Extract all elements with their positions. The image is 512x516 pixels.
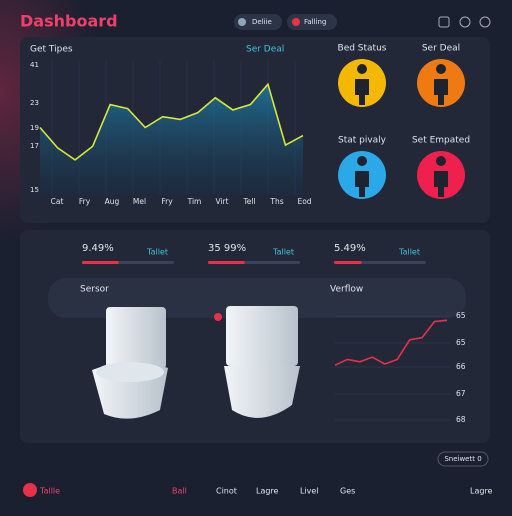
pill-label[interactable]: Falling xyxy=(304,18,326,26)
metric-label: Tallet xyxy=(272,248,294,257)
x-tick-label: Fry xyxy=(79,197,91,206)
metric-value: 5.49% xyxy=(334,243,366,254)
progress-bar xyxy=(334,261,362,264)
icon[interactable] xyxy=(479,16,491,28)
status-label: Ser Deal xyxy=(422,44,460,54)
pill-label[interactable]: Deliie xyxy=(252,18,272,26)
person-icon xyxy=(434,156,448,197)
chart-title: Get Tipes xyxy=(30,45,73,55)
status-label: Bed Status xyxy=(338,44,387,54)
y-label: 15 xyxy=(30,186,39,194)
x-tick-label: Ths xyxy=(269,197,283,206)
pill[interactable] xyxy=(287,14,337,30)
nav-item[interactable]: Cinot xyxy=(216,487,237,496)
x-tick-label: Fry xyxy=(161,197,173,206)
y-label: 23 xyxy=(30,99,39,107)
y-label: 65 xyxy=(456,338,466,347)
metric-value: 35 99% xyxy=(208,243,246,254)
nav-icon[interactable] xyxy=(23,483,37,497)
x-tick-label: Mel xyxy=(133,197,146,206)
pill-icon xyxy=(238,18,246,26)
line xyxy=(334,319,448,366)
y-label: 19 xyxy=(30,124,39,132)
toilet xyxy=(92,307,168,419)
indicator xyxy=(214,313,222,321)
y-label: 67 xyxy=(456,389,466,398)
nav-item[interactable]: Lagre xyxy=(256,487,279,496)
nav-item[interactable]: Lagre xyxy=(470,487,493,496)
nav-item[interactable]: Livel xyxy=(300,487,319,496)
y-label: 17 xyxy=(30,142,39,150)
panel-title: Verflow xyxy=(330,285,363,295)
icon[interactable] xyxy=(459,16,471,28)
x-tick-label: Aug xyxy=(105,197,120,206)
metric-value: 9.49% xyxy=(82,243,114,254)
y-label: 65 xyxy=(456,311,466,320)
y-label: 41 xyxy=(30,61,39,69)
status-label: Set Empated xyxy=(412,136,470,146)
x-tick-label: Cat xyxy=(51,197,64,206)
pill[interactable] xyxy=(234,14,282,30)
line xyxy=(39,82,304,161)
status-label: Stat pivaly xyxy=(338,136,387,146)
nav-item[interactable]: Tallle xyxy=(39,487,60,496)
x-tick-label: Tim xyxy=(187,197,202,206)
x-tick-label: Virt xyxy=(215,197,228,206)
y-label: 66 xyxy=(456,362,466,371)
button-label[interactable]: Sneiwett 0 xyxy=(444,455,481,463)
area xyxy=(40,84,303,195)
x-tick-label: Eod xyxy=(297,197,311,206)
toilet xyxy=(224,306,300,418)
person-icon xyxy=(355,64,369,105)
dropdown[interactable]: Ser Deal xyxy=(246,45,284,55)
progress-bar xyxy=(208,261,245,264)
metric-label: Tallet xyxy=(398,248,420,257)
icon[interactable] xyxy=(438,16,450,28)
nav-item[interactable]: Ball xyxy=(172,487,187,496)
progress-bar xyxy=(82,261,119,264)
x-tick-label: Tell xyxy=(242,197,255,206)
panel-title: Sersor xyxy=(80,285,109,295)
person-icon xyxy=(355,156,369,197)
pill-icon xyxy=(292,18,300,26)
person-icon xyxy=(434,64,448,105)
y-label: 68 xyxy=(456,415,466,424)
metric-label: Tallet xyxy=(146,248,168,257)
app-title: Dashboard xyxy=(20,12,118,31)
nav-item[interactable]: Ges xyxy=(340,487,355,496)
button[interactable] xyxy=(437,451,489,467)
